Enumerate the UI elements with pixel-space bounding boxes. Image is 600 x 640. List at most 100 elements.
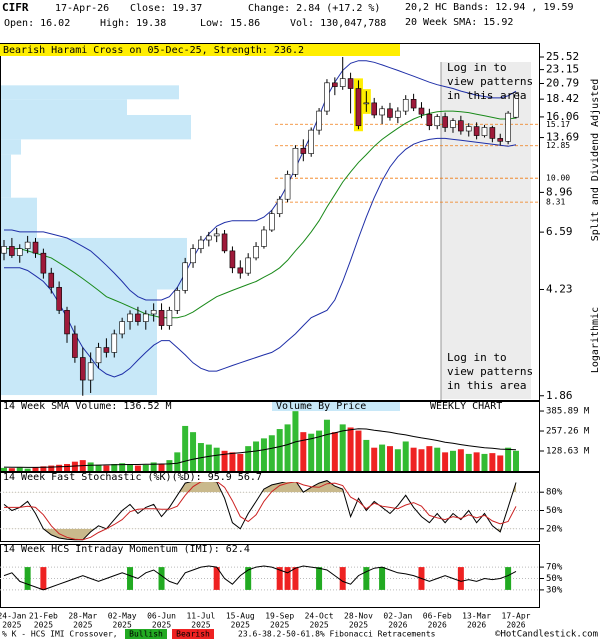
candle-body <box>308 129 315 154</box>
volume-bar <box>95 464 102 471</box>
candle-body <box>292 147 299 175</box>
x-tick-label: 24-Oct <box>305 612 334 621</box>
candle-body <box>48 272 55 288</box>
volume-bar <box>190 432 197 471</box>
candle-body <box>135 313 141 322</box>
crossover-bar <box>245 567 252 590</box>
candle-body <box>261 229 267 247</box>
volume-bar <box>434 447 441 471</box>
candle-body <box>434 116 441 127</box>
volume-bar <box>103 465 110 471</box>
volume-bar <box>24 468 31 471</box>
x-tick-year: 2026 <box>506 621 525 630</box>
x-tick-label: 02-Jan <box>383 612 412 621</box>
x-tick-label: 28-Mar <box>68 612 97 621</box>
panel-frame <box>0 544 540 608</box>
volume-bar <box>237 453 244 471</box>
candle-body <box>1 246 7 254</box>
high: High: 19.38 <box>100 18 166 29</box>
date: 17-Apr-26 <box>55 3 109 14</box>
volume-by-price-bar <box>1 139 21 155</box>
volume-bar <box>276 429 283 471</box>
volume-bar <box>16 467 23 471</box>
candle-body <box>213 233 220 237</box>
candle-body <box>363 102 370 105</box>
volume-by-price-label-bg <box>272 402 400 411</box>
volume-bar <box>418 449 425 471</box>
x-tick-year: 2025 <box>73 621 92 630</box>
fibonacci-label: 15.17 <box>546 120 570 129</box>
legend-swatch <box>125 629 167 639</box>
crossover-bar <box>127 567 134 590</box>
close: Close: 19.37 <box>130 3 202 14</box>
band-upper <box>4 60 517 301</box>
legend-bands: 20,2 HC Bands: 12.94 , 19.59 <box>405 2 574 13</box>
volume-bar <box>197 443 204 471</box>
volume-bar <box>245 446 252 471</box>
volume-bar <box>213 447 220 471</box>
candle-body <box>111 333 118 353</box>
volume-bar <box>513 450 519 471</box>
y-tick-label: 50% <box>546 574 563 584</box>
y-tick-label: 13.69 <box>546 131 579 144</box>
volume: Vol: 130,047,788 <box>290 18 386 29</box>
volume-bar <box>119 463 126 471</box>
candle-body <box>418 107 425 115</box>
candle-body <box>119 321 125 335</box>
login-notice: view patterns <box>447 75 533 88</box>
volume-sma-line <box>3 428 517 468</box>
legend-swatch <box>172 629 214 639</box>
copyright: ©HotCandlestick.com <box>495 630 598 640</box>
candle-body <box>174 290 181 311</box>
x-tick-year: 2025 <box>309 621 328 630</box>
candle-body <box>465 126 472 132</box>
x-tick-label: 17-Apr <box>502 612 531 621</box>
fibonacci-label: 12.85 <box>546 141 570 150</box>
y-tick-label: 6.59 <box>546 225 573 238</box>
crossover-bar <box>24 567 31 590</box>
volume-bar <box>481 453 488 471</box>
y-tick-label: 50% <box>546 506 563 516</box>
candle-body <box>473 126 480 136</box>
candle-body <box>206 235 212 241</box>
candle-body <box>87 362 94 381</box>
x-tick-label: 21-Feb <box>29 612 58 621</box>
x-tick-year: 2026 <box>467 621 486 630</box>
crossover-label: % K - HCS IMI Crossover, <box>2 630 118 639</box>
volume-by-price-bar <box>1 237 187 290</box>
volume-by-price-bar <box>1 99 127 115</box>
candle-body <box>142 313 149 322</box>
panel-title: 14 Week HCS Intraday Momentum (IMI): 62.… <box>3 544 250 555</box>
volume-bar <box>497 455 504 471</box>
candle-body <box>79 357 86 381</box>
x-tick-label: 11-Jul <box>186 612 215 621</box>
x-tick-label: 06-Jun <box>147 612 176 621</box>
candle-body <box>442 116 448 128</box>
fibonacci-label: 10.00 <box>546 174 570 183</box>
volume-bar <box>426 446 433 471</box>
volume-bar <box>260 438 267 471</box>
y-tick-label: 257.26 M <box>546 427 590 437</box>
candle-body <box>245 257 251 274</box>
x-tick-year: 2025 <box>270 621 289 630</box>
volume-bar <box>379 444 386 471</box>
volume-bar <box>158 464 165 471</box>
candle-body <box>40 252 47 274</box>
volume-bar <box>465 453 472 471</box>
volume-bar <box>56 464 63 471</box>
candle-body <box>489 127 496 139</box>
crossover-bar <box>276 567 283 590</box>
candle-body <box>458 120 464 132</box>
volume-bar <box>442 452 449 471</box>
y-tick-label: 30% <box>546 585 563 595</box>
volume-by-price-bar <box>1 289 157 396</box>
crossover-bar <box>316 567 323 590</box>
y-tick-label: 1.86 <box>546 389 573 402</box>
candle-body <box>481 127 488 136</box>
crossover-bar <box>363 567 370 590</box>
fibonacci-legend: 23.6-38.2-50-61.8% Fibonacci Retracement… <box>238 630 436 639</box>
legend-label: Bullish <box>129 630 163 639</box>
legend-sma: 20 Week SMA: 15.92 <box>405 17 513 28</box>
volume-bar <box>292 411 299 471</box>
candle-body <box>402 99 409 112</box>
